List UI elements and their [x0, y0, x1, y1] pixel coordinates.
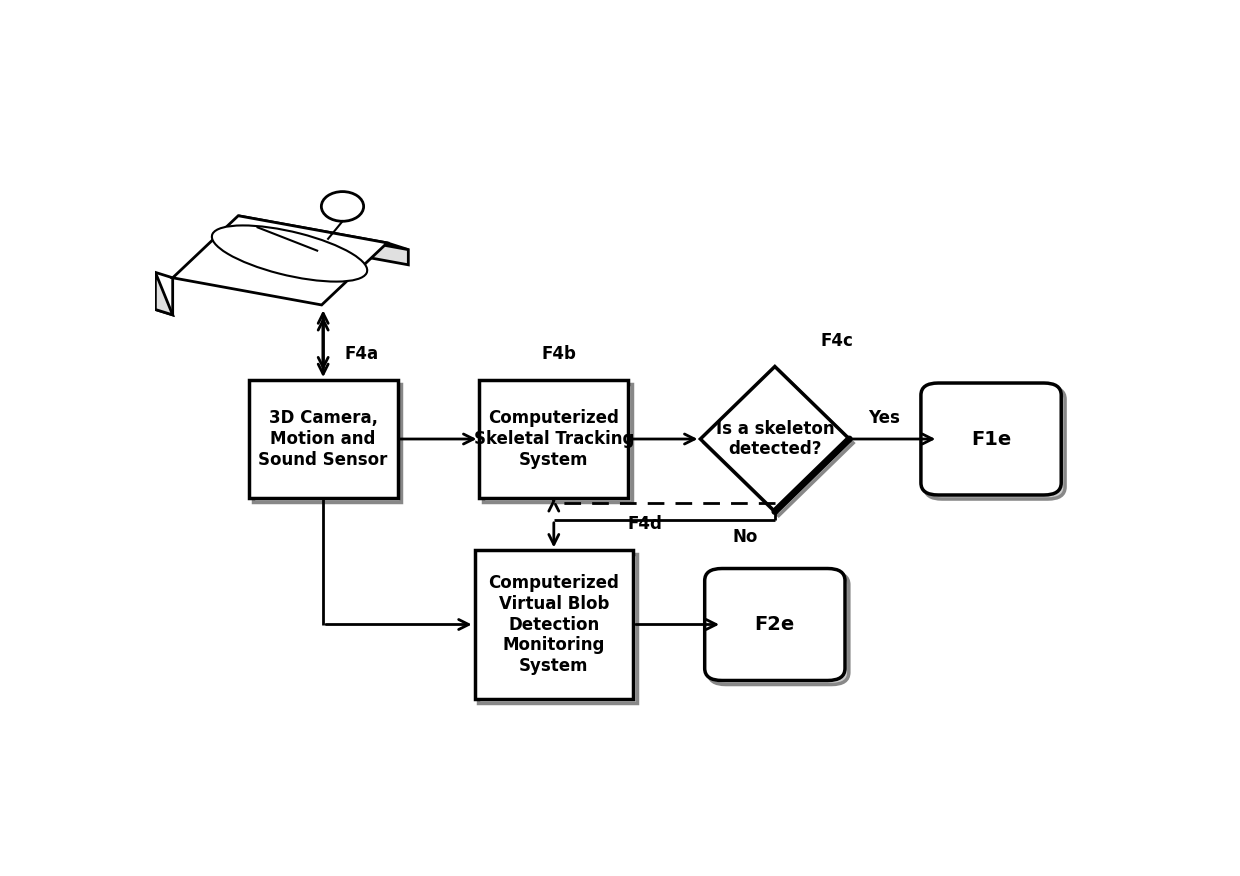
FancyBboxPatch shape: [484, 384, 632, 502]
FancyBboxPatch shape: [708, 573, 849, 684]
FancyBboxPatch shape: [704, 569, 844, 681]
Polygon shape: [238, 215, 408, 250]
Polygon shape: [155, 272, 172, 314]
Ellipse shape: [212, 225, 367, 281]
FancyBboxPatch shape: [480, 380, 629, 498]
FancyBboxPatch shape: [253, 384, 402, 502]
Text: Is a skeleton
detected?: Is a skeleton detected?: [715, 420, 835, 458]
Circle shape: [321, 192, 363, 222]
Text: Yes: Yes: [868, 409, 900, 427]
Text: F4c: F4c: [821, 332, 854, 350]
Text: No: No: [732, 528, 758, 547]
Text: F4d: F4d: [627, 515, 662, 533]
Text: Computerized
Virtual Blob
Detection
Monitoring
System: Computerized Virtual Blob Detection Moni…: [489, 574, 619, 675]
FancyBboxPatch shape: [921, 383, 1061, 495]
Polygon shape: [155, 272, 172, 314]
Text: F2e: F2e: [755, 615, 795, 634]
Text: F1e: F1e: [971, 429, 1011, 449]
Text: F4b: F4b: [541, 345, 577, 364]
FancyBboxPatch shape: [249, 380, 398, 498]
Polygon shape: [704, 371, 853, 516]
FancyBboxPatch shape: [479, 555, 637, 703]
FancyBboxPatch shape: [925, 387, 1065, 499]
FancyBboxPatch shape: [475, 550, 634, 699]
Text: Computerized
Skeletal Tracking
System: Computerized Skeletal Tracking System: [474, 409, 634, 469]
Polygon shape: [172, 215, 387, 305]
Text: F4a: F4a: [345, 345, 378, 364]
Polygon shape: [259, 223, 408, 265]
Polygon shape: [701, 366, 849, 512]
Text: 3D Camera,
Motion and
Sound Sensor: 3D Camera, Motion and Sound Sensor: [258, 409, 388, 469]
